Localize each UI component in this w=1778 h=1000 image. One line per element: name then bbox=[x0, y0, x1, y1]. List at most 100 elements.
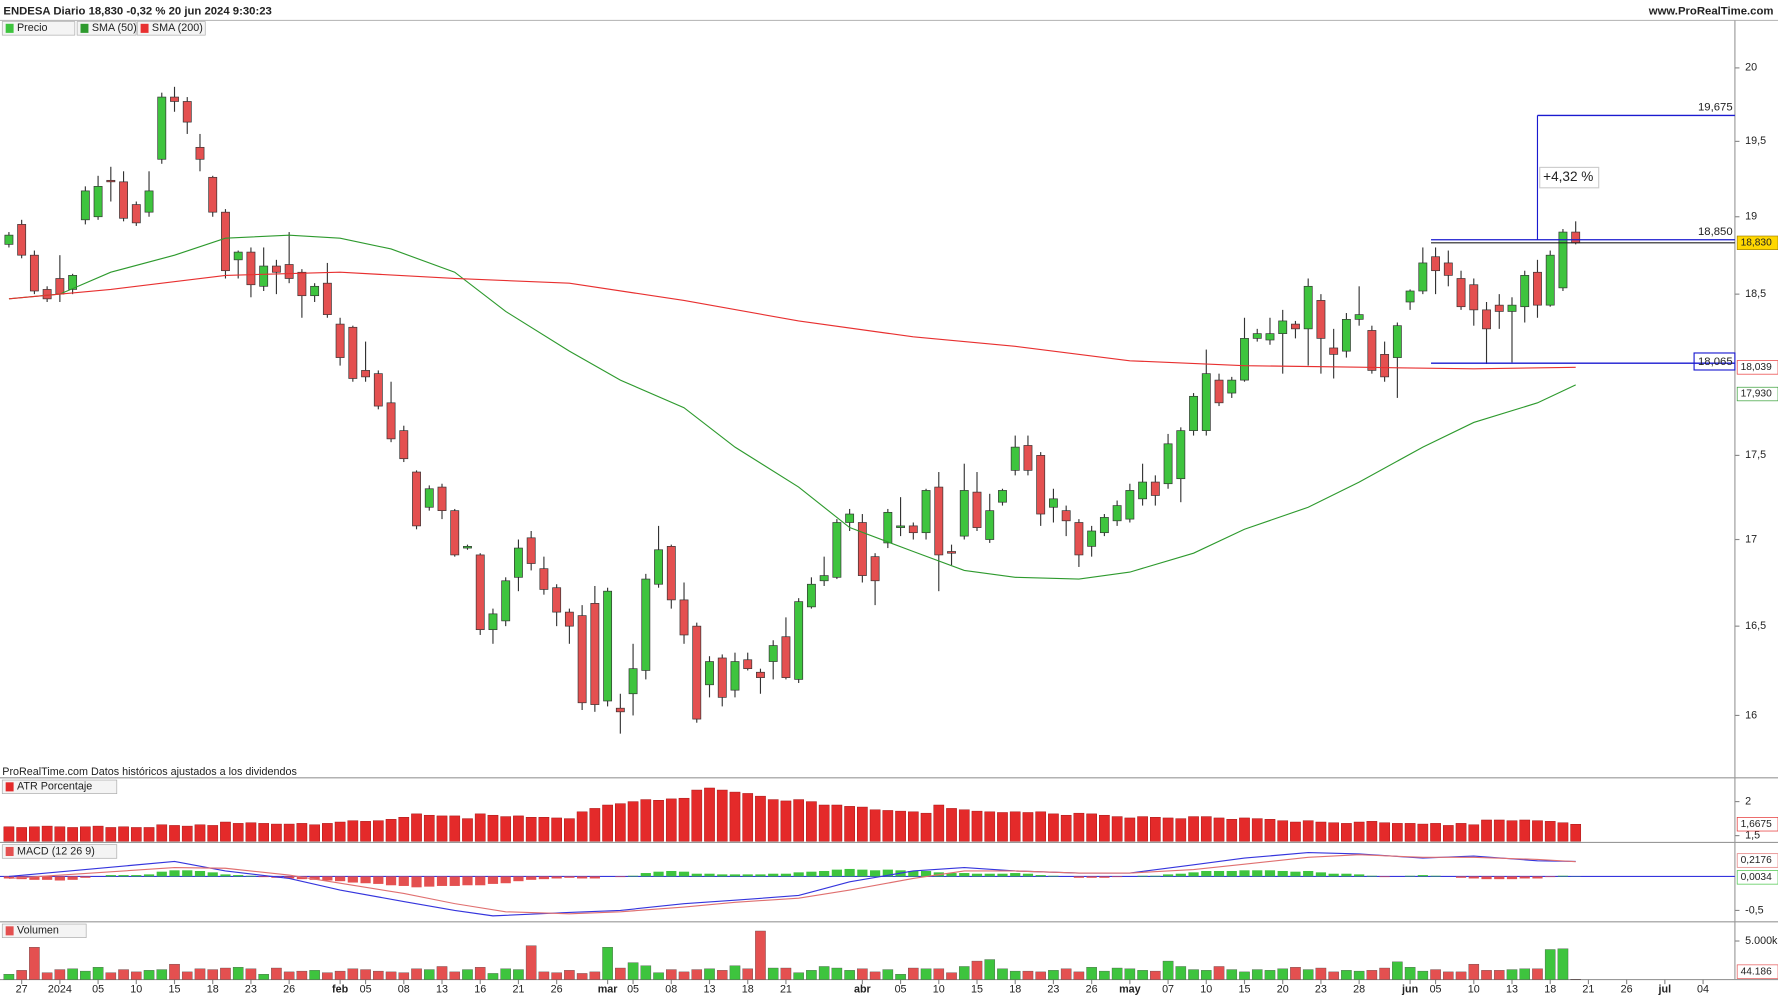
atr-bar bbox=[1162, 817, 1174, 842]
candle-body bbox=[794, 601, 804, 680]
volume-bar bbox=[946, 972, 957, 980]
volume-bar bbox=[54, 969, 66, 980]
atr-bar bbox=[1137, 816, 1148, 842]
candle-body bbox=[1163, 443, 1173, 485]
candle-body bbox=[246, 251, 256, 286]
legend-frame bbox=[136, 21, 206, 36]
macd-histogram-bar bbox=[1175, 873, 1186, 877]
candle-body bbox=[1431, 256, 1440, 272]
legend-frame bbox=[1, 844, 118, 859]
candle-body bbox=[1023, 445, 1033, 471]
macd-histogram-bar bbox=[233, 875, 244, 877]
x-tick-label: 10 bbox=[1200, 984, 1212, 996]
macd-histogram-bar bbox=[920, 870, 932, 877]
atr-bar bbox=[1022, 812, 1034, 842]
macd-histogram-bar bbox=[640, 873, 651, 877]
x-tick-label: 10 bbox=[130, 984, 142, 996]
atr-bar bbox=[385, 819, 397, 842]
atr-bar bbox=[334, 821, 346, 842]
candle-body bbox=[896, 525, 905, 528]
macd-histogram-bar bbox=[245, 875, 257, 877]
candle-body bbox=[437, 486, 447, 511]
source-note: ProRealTime.com Datos históricos ajustad… bbox=[2, 766, 297, 778]
atr-bar bbox=[767, 799, 779, 842]
macd-histogram-bar bbox=[347, 876, 358, 883]
volume-bar bbox=[513, 969, 524, 980]
candle-body bbox=[552, 587, 562, 613]
atr-bar bbox=[80, 826, 91, 842]
atr-bar bbox=[194, 824, 206, 842]
macd-histogram-bar bbox=[258, 876, 269, 878]
volume-bar bbox=[564, 970, 575, 980]
candle-body bbox=[1418, 262, 1428, 292]
y-tick-label: 18,5 bbox=[1745, 288, 1766, 300]
candle-body bbox=[1329, 347, 1339, 355]
atr-bar bbox=[29, 826, 40, 842]
atr-bar bbox=[1124, 817, 1136, 842]
volume-bar bbox=[831, 967, 843, 980]
sma-value-label: 18,039 bbox=[1741, 362, 1772, 373]
candle-body bbox=[106, 179, 116, 183]
y-tick-label: 2 bbox=[1745, 795, 1751, 807]
volume-bar bbox=[194, 968, 206, 980]
macd-histogram-bar bbox=[1201, 870, 1212, 877]
atr-bar bbox=[971, 810, 983, 842]
volume-bar bbox=[411, 968, 422, 980]
candle-body bbox=[221, 211, 230, 272]
atr-bar bbox=[1570, 823, 1582, 842]
volume-bar bbox=[271, 967, 282, 980]
macd-histogram-bar bbox=[360, 876, 371, 884]
macd-histogram-bar bbox=[513, 876, 524, 882]
macd-histogram-bar bbox=[398, 876, 409, 886]
atr-bar bbox=[818, 804, 830, 842]
candle-body bbox=[526, 537, 536, 564]
macd-histogram-bar bbox=[793, 872, 804, 877]
atr-bar bbox=[1213, 817, 1225, 842]
candle-body bbox=[908, 525, 918, 534]
macd-line bbox=[8, 852, 1576, 917]
x-tick-label: 15 bbox=[169, 984, 181, 996]
legend-swatch bbox=[5, 782, 14, 792]
candle-body bbox=[284, 264, 294, 279]
x-tick-label: may bbox=[1119, 984, 1141, 996]
atr-bar bbox=[220, 821, 231, 842]
x-tick-label: 28 bbox=[1353, 984, 1365, 996]
atr-bar bbox=[513, 815, 524, 842]
macd-histogram-bar bbox=[882, 869, 893, 877]
macd-histogram-bar bbox=[182, 870, 193, 877]
atr-bar bbox=[436, 815, 448, 842]
macd-histogram-bar bbox=[42, 876, 53, 880]
macd-histogram-bar bbox=[1150, 875, 1161, 877]
macd-histogram-bar bbox=[475, 876, 486, 886]
atr-bar bbox=[1111, 816, 1123, 842]
macd-histogram-bar bbox=[857, 869, 868, 877]
atr-value-label-box bbox=[1736, 817, 1778, 832]
candle-body bbox=[1303, 285, 1313, 330]
macd-histogram-bar bbox=[1494, 876, 1505, 880]
macd-histogram-bar bbox=[373, 876, 384, 884]
volume-bar bbox=[1353, 970, 1365, 980]
level-label: 18,850 bbox=[1698, 226, 1733, 238]
candle-body bbox=[373, 373, 383, 407]
atr-bar bbox=[271, 823, 282, 842]
candle-body bbox=[934, 486, 944, 556]
atr-bar bbox=[691, 789, 703, 842]
x-tick-label: mar bbox=[598, 984, 619, 996]
atr-bar bbox=[411, 813, 422, 842]
volume-bar bbox=[1162, 960, 1174, 980]
legend-label: SMA (200) bbox=[152, 22, 203, 34]
atr-bar bbox=[844, 806, 855, 842]
volume-bar bbox=[806, 970, 817, 980]
candle-body bbox=[1061, 510, 1071, 522]
volume-bar bbox=[322, 972, 333, 980]
macd-histogram-bar bbox=[526, 876, 537, 880]
candle-body bbox=[17, 224, 27, 256]
atr-bar bbox=[1404, 823, 1416, 842]
macd-histogram-bar bbox=[411, 876, 422, 888]
volume-bar bbox=[1277, 968, 1288, 980]
atr-bar bbox=[869, 809, 881, 842]
atr-bar bbox=[1468, 824, 1480, 842]
legend-frame bbox=[1, 779, 118, 794]
atr-bar bbox=[1226, 819, 1238, 842]
atr-bar bbox=[755, 795, 766, 842]
